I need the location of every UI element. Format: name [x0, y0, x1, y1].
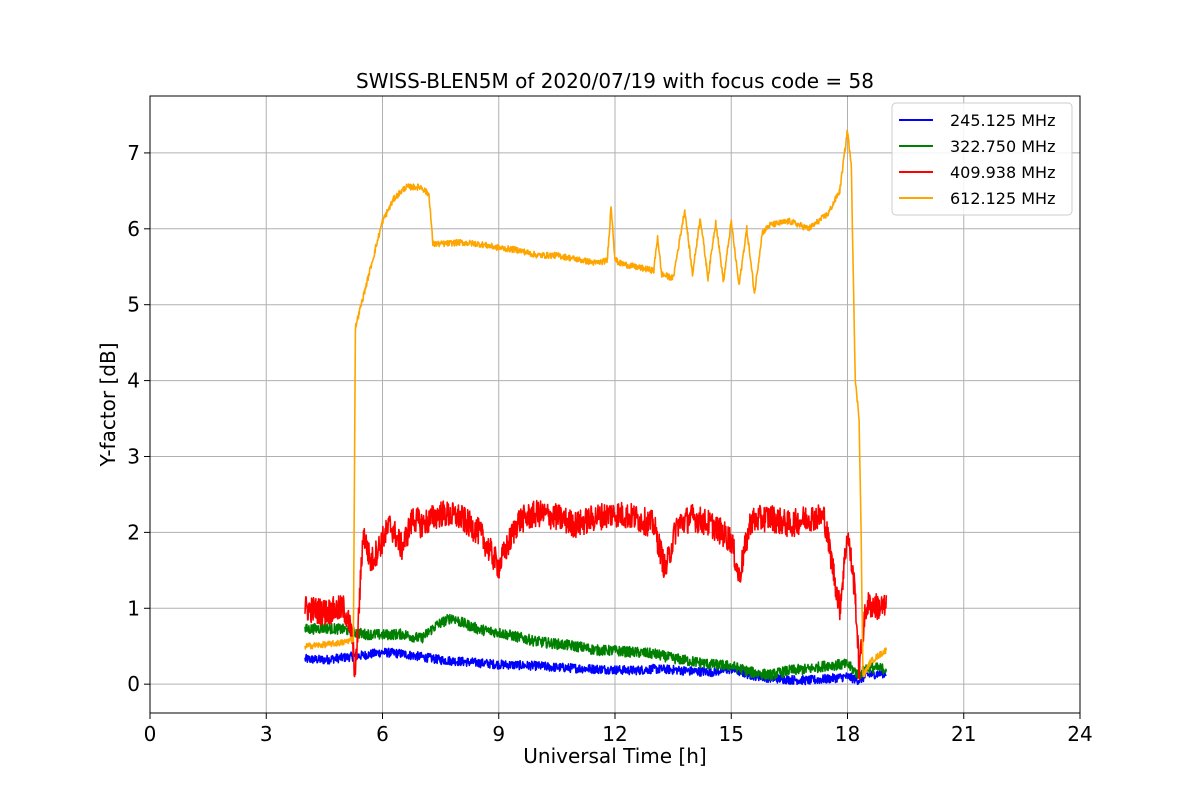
- x-tick-label: 24: [1067, 722, 1092, 746]
- x-tick-label: 0: [144, 722, 157, 746]
- y-tick-label: 6: [127, 217, 140, 241]
- series-line-4: [304, 129, 888, 678]
- x-tick-label: 3: [260, 722, 273, 746]
- legend: 245.125 MHz 322.750 MHz 409.938 MHz 612.125…: [891, 102, 1073, 216]
- legend-box: [891, 102, 1073, 216]
- y-tick-label: 0: [127, 672, 140, 696]
- legend-label-3: 409.938 MHz: [950, 163, 1055, 182]
- y-tick-label: 7: [127, 141, 140, 165]
- y-tick-label: 1: [127, 596, 140, 620]
- y-tick-label: 5: [127, 293, 140, 317]
- x-tick-label: 18: [835, 722, 860, 746]
- x-tick-label: 12: [602, 722, 627, 746]
- x-axis-label: Universal Time [h]: [523, 744, 706, 768]
- series-lines: [304, 129, 888, 686]
- series-line-2: [304, 613, 888, 681]
- y-axis-label: Y-factor [dB]: [96, 342, 120, 467]
- legend-label-4: 612.125 MHz: [950, 189, 1055, 208]
- y-tick-label: 3: [127, 444, 140, 468]
- y-tick-label: 4: [127, 369, 140, 393]
- x-tick-label: 21: [951, 722, 976, 746]
- series-line-1: [304, 647, 887, 686]
- chart-title: SWISS-BLEN5M of 2020/07/19 with focus co…: [356, 69, 874, 93]
- x-tick-label: 9: [492, 722, 505, 746]
- legend-label-2: 322.750 MHz: [950, 137, 1055, 156]
- x-tick-label: 6: [376, 722, 389, 746]
- x-tick-label: 15: [719, 722, 744, 746]
- y-tick-label: 2: [127, 520, 140, 544]
- series-line-3: [304, 499, 888, 681]
- legend-label-1: 245.125 MHz: [950, 111, 1055, 130]
